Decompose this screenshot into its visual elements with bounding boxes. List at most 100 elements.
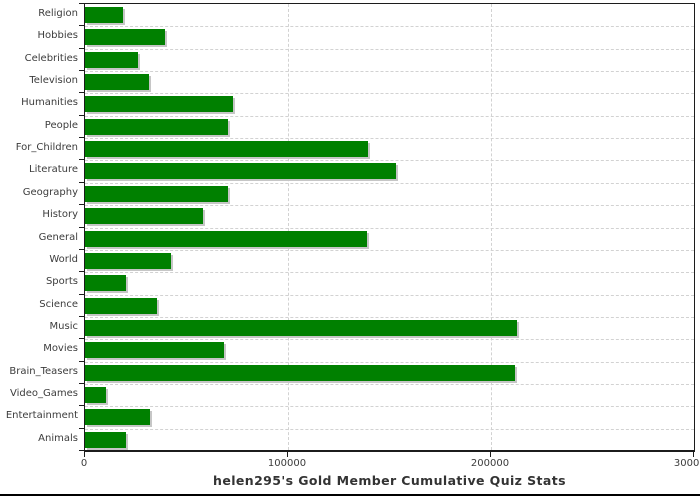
bar-row	[85, 317, 694, 339]
horizontal-gridline	[85, 361, 694, 363]
bar-hobbies	[85, 29, 165, 46]
bar-row	[85, 4, 694, 26]
bar-science	[85, 297, 158, 314]
x-axis-label: 300000	[673, 458, 700, 469]
y-axis-label: People	[44, 119, 78, 131]
x-axis-label: 200000	[470, 458, 510, 469]
bottom-border-line	[0, 494, 700, 496]
y-axis-label: Hobbies	[37, 30, 78, 42]
y-axis-label: Humanities	[21, 97, 78, 109]
bar-for_children	[85, 141, 369, 158]
horizontal-gridline	[85, 160, 694, 162]
y-axis-label: Literature	[29, 164, 78, 176]
bar-row	[85, 93, 694, 115]
bar-literature	[85, 163, 396, 180]
y-axis-tick	[79, 227, 84, 228]
y-axis-label: World	[49, 253, 78, 265]
y-axis-tick	[79, 137, 84, 138]
x-axis-label: 100000	[267, 458, 307, 469]
horizontal-gridline	[85, 227, 694, 229]
y-axis-label: Music	[49, 320, 78, 332]
bar-celebrities	[85, 51, 138, 68]
x-axis-tick	[84, 452, 85, 457]
y-axis-tick	[79, 115, 84, 116]
bar-geography	[85, 185, 228, 202]
y-axis-label: Brain_Teasers	[9, 365, 78, 377]
horizontal-gridline	[85, 294, 694, 296]
horizontal-gridline	[85, 48, 694, 50]
bar-humanities	[85, 96, 234, 113]
y-axis-tick	[79, 271, 84, 272]
x-axis-tick	[287, 452, 288, 457]
y-axis-tick	[79, 316, 84, 317]
horizontal-gridline	[85, 272, 694, 274]
bar-animals	[85, 431, 126, 448]
y-axis-tick	[79, 182, 84, 183]
horizontal-gridline	[85, 383, 694, 385]
y-axis-tick	[79, 249, 84, 250]
horizontal-gridline	[85, 339, 694, 341]
y-axis-tick	[79, 338, 84, 339]
bar-row	[85, 205, 694, 227]
y-axis-tick	[79, 294, 84, 295]
y-axis-tick	[79, 450, 84, 451]
vertical-gridline	[491, 4, 492, 450]
bar-brain_teasers	[85, 364, 515, 381]
chart-title: helen295's Gold Member Cumulative Quiz S…	[213, 473, 566, 488]
bar-row	[85, 272, 694, 294]
bar-religion	[85, 7, 123, 23]
bar-sports	[85, 275, 126, 292]
bar-row	[85, 26, 694, 48]
bar-row	[85, 183, 694, 205]
bar-row	[85, 49, 694, 71]
y-axis-tick	[79, 383, 84, 384]
y-axis-tick	[79, 159, 84, 160]
horizontal-gridline	[85, 138, 694, 140]
horizontal-gridline	[85, 316, 694, 318]
horizontal-gridline	[85, 205, 694, 207]
y-axis-tick	[79, 92, 84, 93]
y-axis-tick	[79, 405, 84, 406]
y-axis-label: History	[42, 209, 78, 221]
horizontal-gridline	[85, 93, 694, 95]
bar-row	[85, 384, 694, 406]
y-axis-tick	[79, 361, 84, 362]
y-axis-tick	[79, 204, 84, 205]
y-axis-label: Sports	[45, 276, 78, 288]
y-axis-label: Movies	[43, 343, 78, 355]
y-axis-tick	[79, 25, 84, 26]
y-axis-label: For_Children	[15, 142, 78, 154]
bar-row	[85, 295, 694, 317]
bar-general	[85, 230, 367, 247]
y-axis-label: Animals	[38, 432, 78, 444]
bar-people	[85, 118, 228, 135]
bar-row	[85, 406, 694, 428]
y-axis-label: Video_Games	[10, 387, 78, 399]
bar-row	[85, 250, 694, 272]
y-axis-label: General	[38, 231, 78, 243]
y-axis-tick	[79, 428, 84, 429]
bar-row	[85, 339, 694, 361]
bar-television	[85, 74, 149, 91]
y-axis-label: Science	[39, 298, 78, 310]
horizontal-gridline	[85, 71, 694, 73]
vertical-gridline	[288, 4, 289, 450]
horizontal-gridline	[85, 406, 694, 408]
bar-entertainment	[85, 409, 150, 426]
horizontal-gridline	[85, 26, 694, 28]
bar-row	[85, 116, 694, 138]
horizontal-gridline	[85, 115, 694, 117]
y-axis-tick	[79, 48, 84, 49]
bar-row	[85, 71, 694, 93]
bar-video_games	[85, 386, 106, 403]
y-axis-label: Celebrities	[24, 52, 78, 64]
bar-history	[85, 208, 204, 225]
x-axis-tick	[693, 452, 694, 457]
y-axis-tick	[79, 3, 84, 4]
y-axis-label: Religion	[38, 8, 78, 19]
bar-row	[85, 429, 694, 451]
x-axis-label: 0	[80, 458, 88, 469]
y-axis-tick	[79, 70, 84, 71]
horizontal-gridline	[85, 182, 694, 184]
